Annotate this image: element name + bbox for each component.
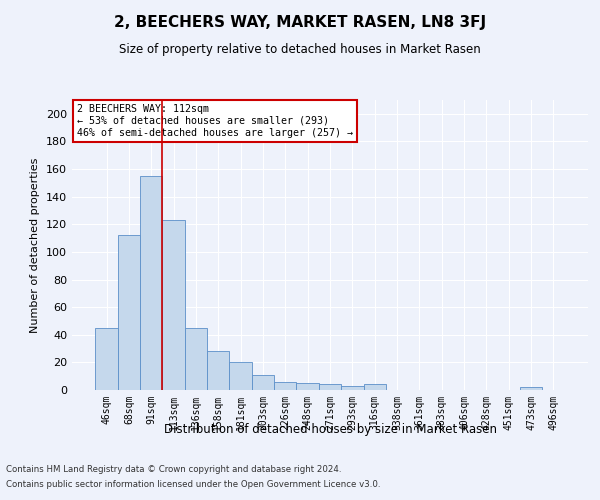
Bar — [140, 176, 163, 390]
Text: Size of property relative to detached houses in Market Rasen: Size of property relative to detached ho… — [119, 42, 481, 56]
Bar — [185, 328, 207, 390]
Text: 2, BEECHERS WAY, MARKET RASEN, LN8 3FJ: 2, BEECHERS WAY, MARKET RASEN, LN8 3FJ — [114, 15, 486, 30]
Bar — [319, 384, 341, 390]
Text: Distribution of detached houses by size in Market Rasen: Distribution of detached houses by size … — [163, 422, 497, 436]
Text: 2 BEECHERS WAY: 112sqm
← 53% of detached houses are smaller (293)
46% of semi-de: 2 BEECHERS WAY: 112sqm ← 53% of detached… — [77, 104, 353, 138]
Y-axis label: Number of detached properties: Number of detached properties — [31, 158, 40, 332]
Bar — [118, 236, 140, 390]
Bar — [520, 387, 542, 390]
Bar — [364, 384, 386, 390]
Bar — [296, 383, 319, 390]
Bar — [341, 386, 364, 390]
Bar — [95, 328, 118, 390]
Text: Contains public sector information licensed under the Open Government Licence v3: Contains public sector information licen… — [6, 480, 380, 489]
Bar — [229, 362, 252, 390]
Bar — [274, 382, 296, 390]
Bar — [252, 375, 274, 390]
Bar — [207, 352, 229, 390]
Text: Contains HM Land Registry data © Crown copyright and database right 2024.: Contains HM Land Registry data © Crown c… — [6, 465, 341, 474]
Bar — [163, 220, 185, 390]
